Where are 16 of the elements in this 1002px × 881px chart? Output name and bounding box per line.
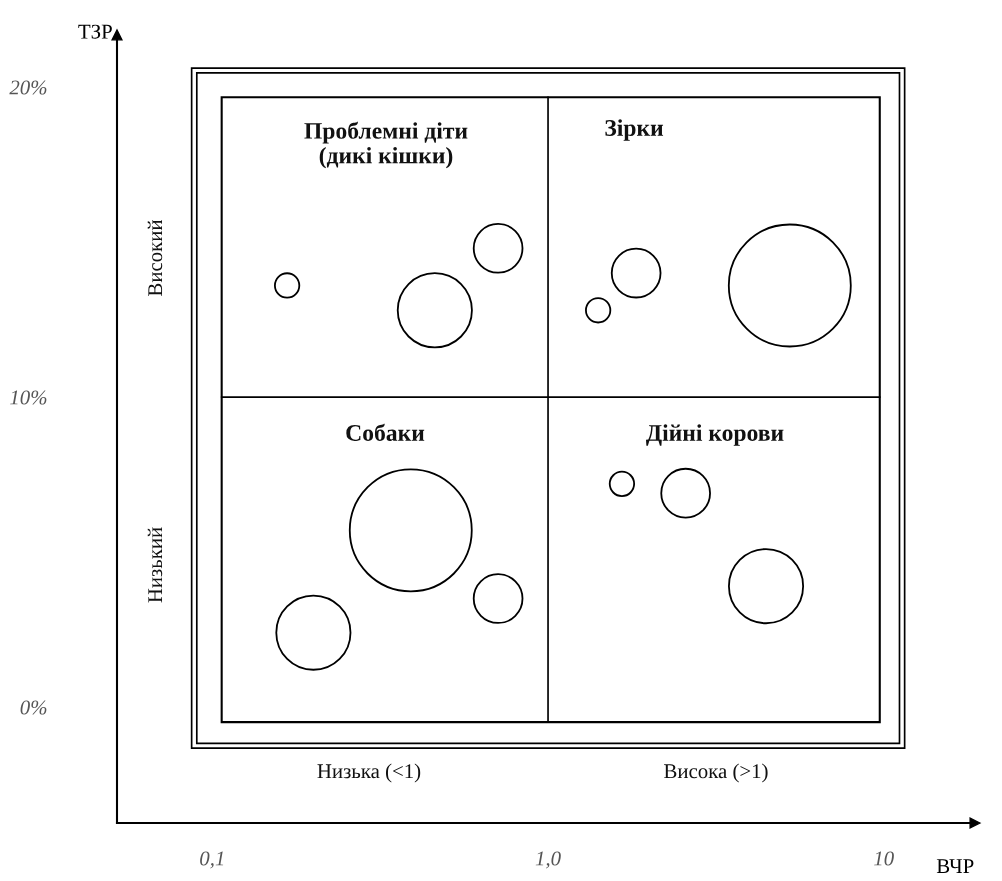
y-tick-label: 20% bbox=[9, 80, 47, 95]
x-tick-label: 1,0 bbox=[535, 851, 561, 869]
annotation: Висока (>1) bbox=[664, 763, 768, 783]
y-axis-title: ТЗР bbox=[78, 24, 112, 39]
x-tick-label: 10 bbox=[874, 851, 894, 866]
annotation: Проблемні діти (дикі кішки) bbox=[304, 121, 468, 169]
annotation: Низький bbox=[147, 527, 163, 603]
annotation: Дійні корови bbox=[646, 424, 784, 446]
x-tick-label: 0,1 bbox=[200, 851, 224, 869]
annotation: Низька (<1) bbox=[317, 763, 421, 783]
annotation: Високий bbox=[147, 219, 163, 296]
y-tick-label: 0% bbox=[20, 700, 47, 715]
annotation: Зірки bbox=[605, 119, 664, 141]
y-tick-label: 10% bbox=[10, 390, 47, 405]
x-axis-title: ВЧР bbox=[936, 859, 974, 873]
annotation: Собаки bbox=[346, 423, 425, 441]
